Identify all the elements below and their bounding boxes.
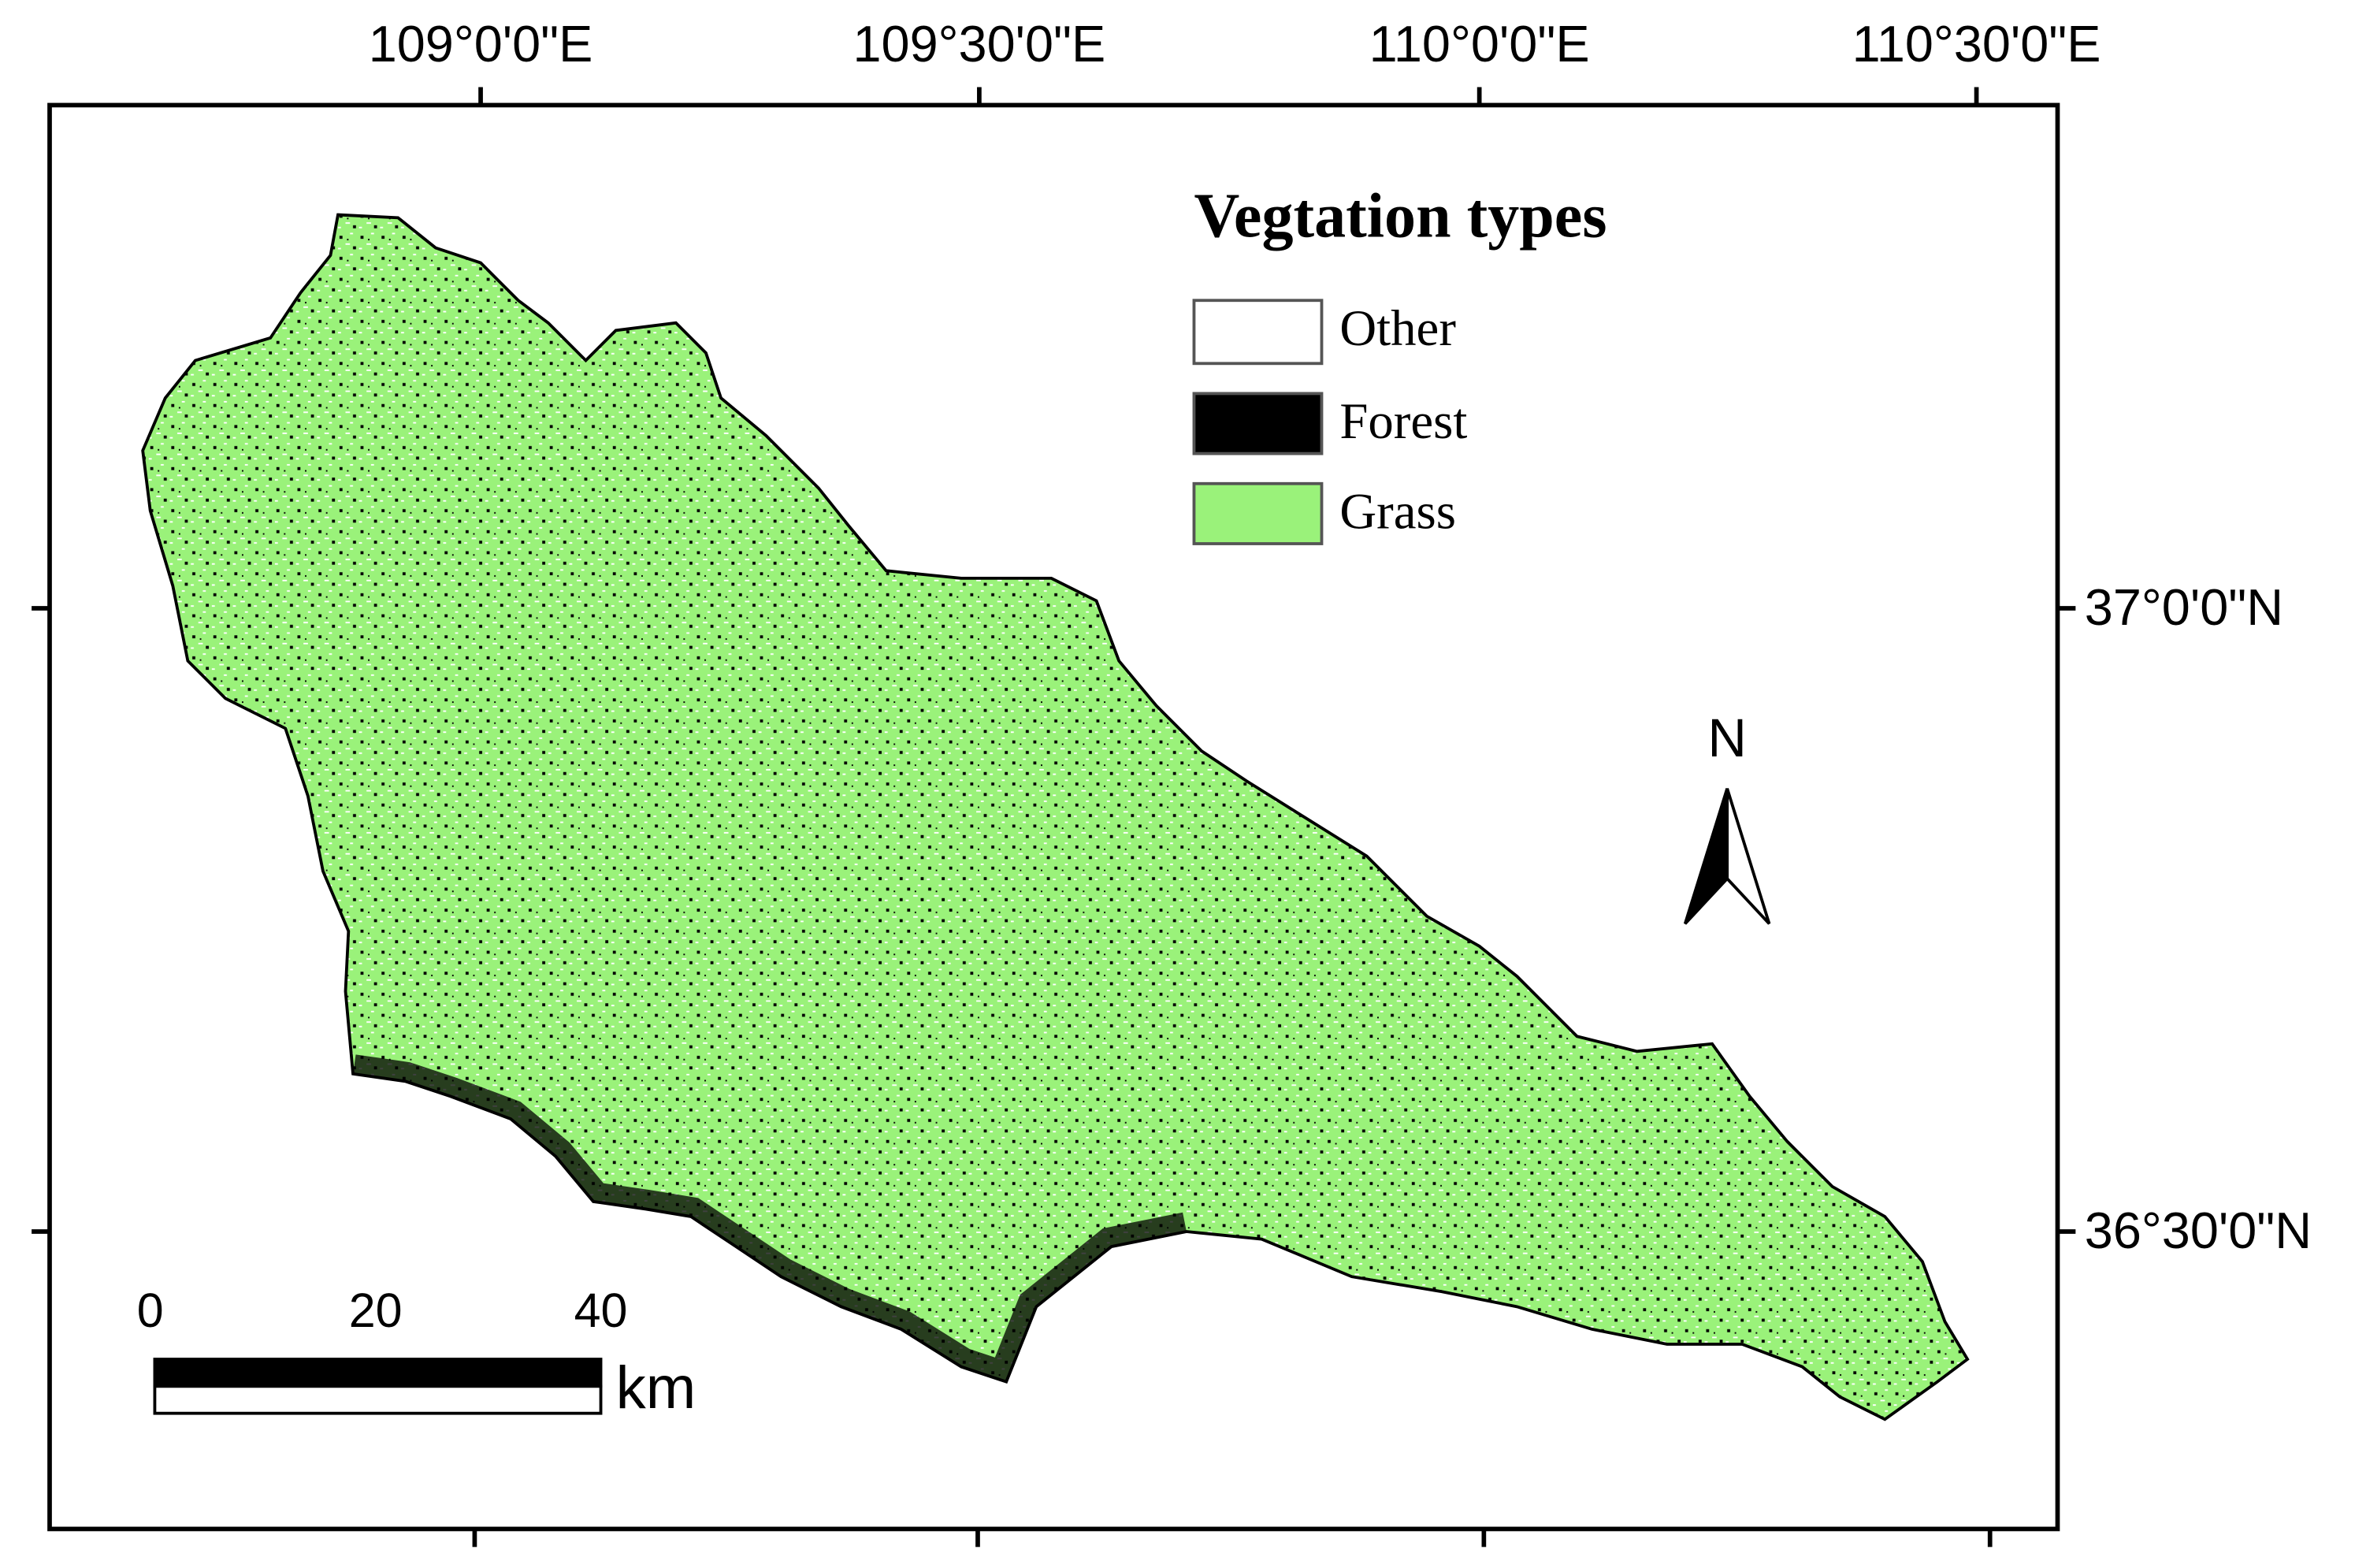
north-label: N [1707, 708, 1747, 768]
legend-swatch [1192, 481, 1324, 545]
latitude-label: 36°30'0"N [2085, 1202, 2312, 1259]
legend-label: Other [1339, 300, 1456, 357]
legend-label: Forest [1339, 393, 1467, 450]
longitude-label: 109°0'0"E [369, 15, 593, 72]
legend-title: Vegtation types [1194, 181, 1607, 251]
legend-swatch [1192, 392, 1324, 455]
scale-label: 20 [349, 1284, 403, 1337]
scale-label: 40 [574, 1284, 628, 1337]
north-arrow: N [1683, 708, 1771, 925]
scale-unit: km [616, 1354, 696, 1421]
scale-label: 0 [137, 1284, 164, 1337]
latitude-label: 37°0'0"N [2085, 578, 2283, 636]
legend-label: Grass [1339, 484, 1456, 541]
longitude-label: 110°0'0"E [1369, 15, 1590, 72]
longitude-label: 110°30'0"E [1852, 15, 2101, 72]
legend: Vegtation types Other Forest Grass [1192, 181, 1607, 545]
legend-swatch [1192, 299, 1324, 366]
scale-bar: 0 20 40 km [137, 1284, 696, 1421]
longitude-label: 109°30'0"E [853, 15, 1106, 72]
graticule-ticks [32, 87, 2076, 1548]
